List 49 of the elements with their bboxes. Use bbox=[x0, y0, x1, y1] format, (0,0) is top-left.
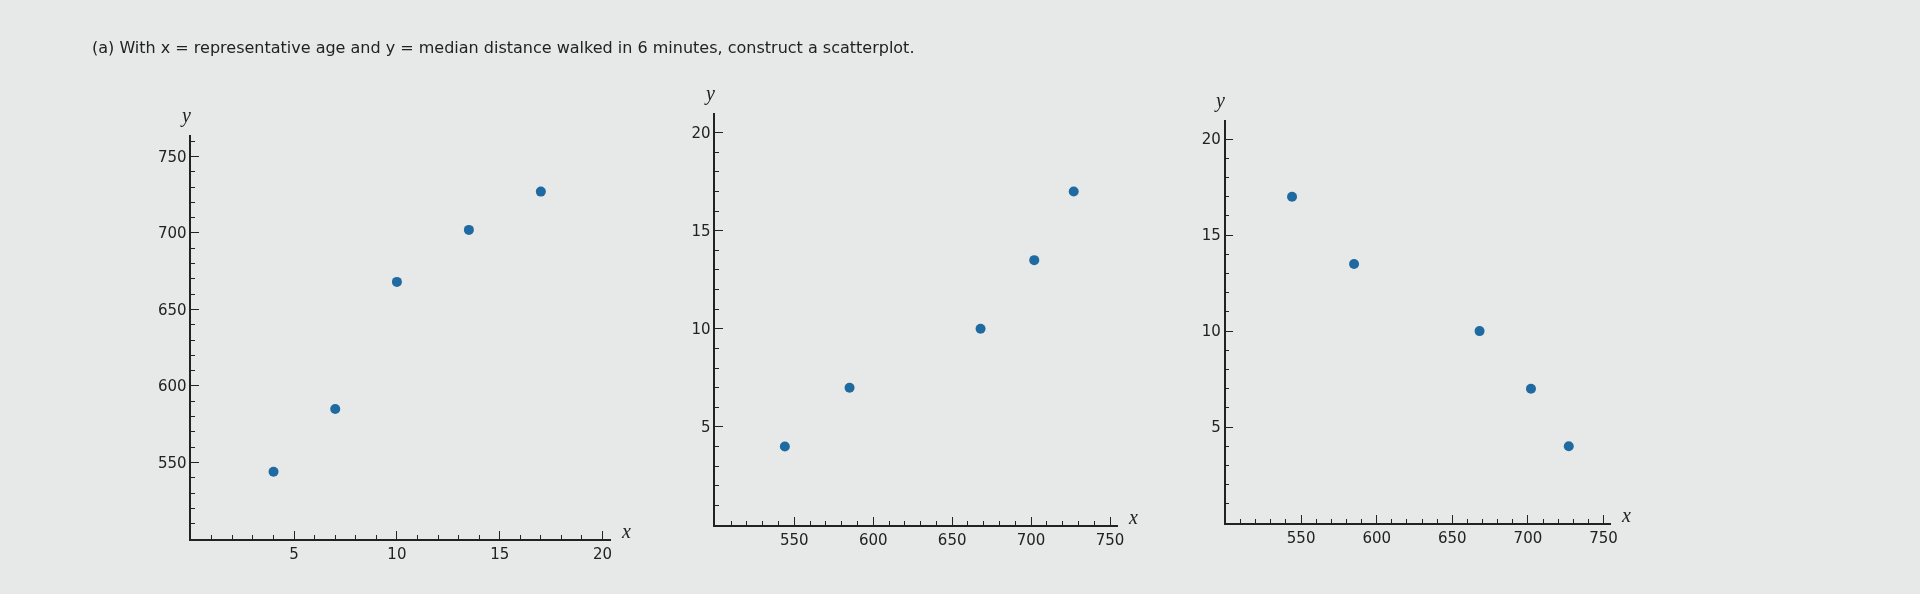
point bbox=[779, 441, 790, 452]
y-tick-label: 700 bbox=[157, 224, 187, 243]
point bbox=[844, 382, 855, 393]
x-tick-label: 20 bbox=[592, 544, 613, 563]
y-tick-label: 20 bbox=[691, 123, 711, 142]
y-tick-label: 650 bbox=[157, 300, 187, 319]
y-tick-label: 5 bbox=[701, 418, 711, 437]
x-axis-title: x bbox=[1621, 504, 1631, 526]
point bbox=[1287, 191, 1298, 202]
x-tick-label: 550 bbox=[1286, 528, 1316, 547]
x-tick-label: 700 bbox=[1016, 530, 1046, 549]
x-tick-label: 5 bbox=[289, 544, 299, 563]
point bbox=[1474, 326, 1485, 337]
y-tick-label: 10 bbox=[691, 320, 711, 339]
point bbox=[1349, 258, 1360, 269]
y-tick-label: 15 bbox=[1201, 226, 1221, 245]
x-tick-label: 600 bbox=[858, 530, 888, 549]
y-tick-label: 600 bbox=[157, 377, 187, 396]
point bbox=[1563, 441, 1574, 452]
y-tick-label: 20 bbox=[1201, 130, 1221, 149]
x-tick-label: 600 bbox=[1362, 528, 1392, 547]
point bbox=[330, 403, 341, 414]
x-tick-label: 750 bbox=[1589, 528, 1618, 547]
x-tick-label: 700 bbox=[1513, 528, 1543, 547]
x-tick-label: 650 bbox=[1438, 528, 1467, 547]
point bbox=[391, 276, 402, 287]
point bbox=[535, 186, 546, 197]
y-tick-label: 550 bbox=[157, 453, 187, 472]
y-axis-title: y bbox=[180, 104, 191, 127]
chart-title: (a) With x = representative age and y = median distance walked in 6 minutes, construct a scatterplot. bbox=[92, 38, 915, 57]
y-axis-title: y bbox=[704, 82, 715, 105]
y-tick-label: 750 bbox=[157, 147, 187, 166]
x-axis-title: x bbox=[1128, 506, 1138, 528]
point bbox=[1029, 255, 1040, 266]
point bbox=[1068, 186, 1079, 197]
x-tick-label: 650 bbox=[937, 530, 967, 549]
point bbox=[1525, 383, 1536, 394]
point bbox=[463, 224, 474, 235]
x-tick-label: 10 bbox=[387, 544, 407, 563]
x-tick-label: 550 bbox=[779, 530, 809, 549]
x-axis-title: x bbox=[621, 520, 631, 542]
x-tick-label: 750 bbox=[1095, 530, 1125, 549]
y-tick-label: 15 bbox=[691, 221, 711, 240]
y-tick-label: 10 bbox=[1201, 322, 1221, 341]
y-axis-title: y bbox=[1214, 89, 1225, 112]
point bbox=[975, 323, 986, 334]
y-tick-label: 5 bbox=[1211, 418, 1221, 437]
x-tick-label: 15 bbox=[490, 544, 510, 563]
point bbox=[268, 466, 279, 477]
